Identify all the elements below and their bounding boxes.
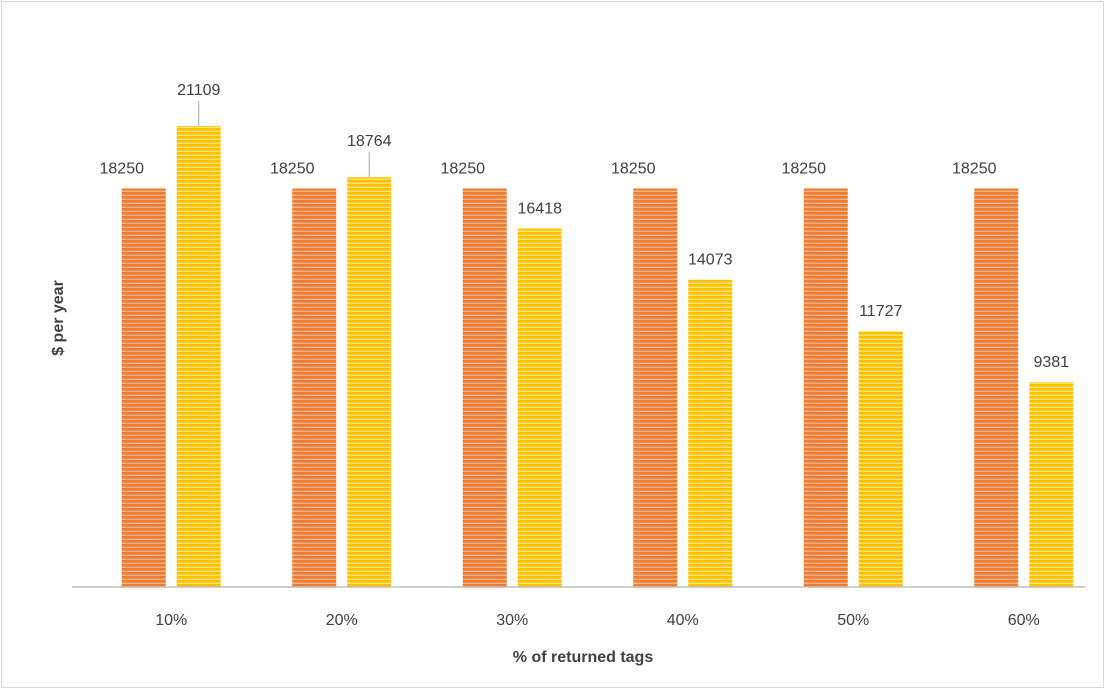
data-labels-layer: 18250 21109 18250 18764 18250 16418 18250 14073…: [100, 82, 1070, 371]
y-axis-title: $ per year: [50, 280, 67, 356]
x-tick-label: 60%: [1008, 612, 1040, 629]
bar-20pct-series-1: [292, 188, 337, 587]
data-label-30pct-series-1: 18250: [441, 160, 486, 177]
bar-40pct-series-2: [688, 279, 733, 587]
x-tick-labels: 10% 20% 30% 40% 50% 60%: [155, 612, 1040, 629]
data-label-50pct-series-2: 11727: [859, 303, 902, 320]
bar-60pct-series-1: [974, 188, 1019, 587]
bar-30pct-series-1: [462, 188, 507, 587]
bar-50pct-series-1: [803, 188, 848, 587]
data-label-50pct-series-1: 18250: [782, 160, 827, 177]
bar-20pct-series-2: [347, 177, 392, 587]
bar-30pct-series-2: [517, 228, 562, 587]
x-tick-label: 30%: [496, 612, 528, 629]
x-tick-label: 20%: [326, 612, 358, 629]
x-tick-label: 50%: [837, 612, 869, 629]
data-label-40pct-series-1: 18250: [611, 160, 656, 177]
data-label-60pct-series-2: 9381: [1033, 354, 1069, 371]
x-tick-label: 40%: [667, 612, 699, 629]
data-label-60pct-series-1: 18250: [952, 160, 997, 177]
bar-50pct-series-2: [858, 330, 903, 587]
bar-10pct-series-2: [176, 126, 221, 587]
bar-60pct-series-2: [1029, 382, 1074, 587]
data-label-20pct-series-2: 18764: [347, 133, 392, 150]
data-label-40pct-series-2: 14073: [688, 252, 733, 269]
data-label-10pct-series-2: 21109: [177, 82, 220, 99]
bar-40pct-series-1: [633, 188, 678, 587]
x-tick-label: 10%: [155, 612, 187, 629]
data-label-10pct-series-1: 18250: [100, 160, 145, 177]
bar-10pct-series-1: [121, 188, 166, 587]
data-label-30pct-series-2: 16418: [518, 200, 563, 217]
data-label-20pct-series-1: 18250: [270, 160, 315, 177]
bars-layer: [121, 126, 1074, 587]
x-axis-title: % of returned tags: [513, 649, 654, 666]
